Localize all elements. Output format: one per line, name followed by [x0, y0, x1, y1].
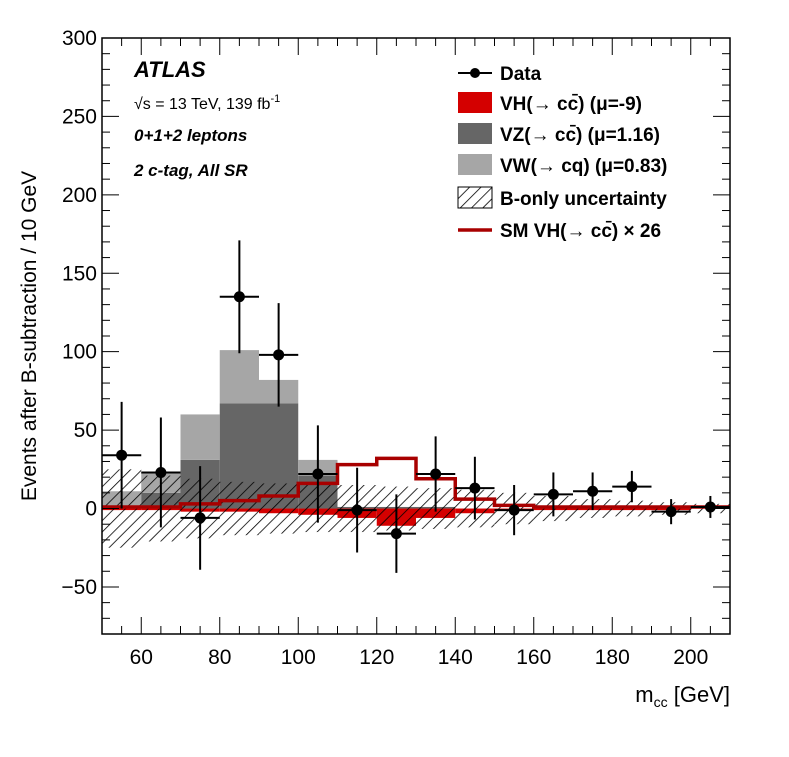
region-label: 2 c-tag, All SR	[133, 161, 248, 180]
legend-item-sm-vh: SM VH(→ cc̄) × 26	[458, 221, 661, 242]
data-point	[376, 494, 416, 573]
data-point	[533, 472, 573, 517]
data-marker	[233, 291, 245, 303]
uncertainty-bin	[259, 483, 299, 534]
data-marker	[194, 512, 206, 524]
y-tick-label: 100	[62, 341, 97, 364]
svg-text:Data: Data	[500, 64, 542, 85]
y-axis-label: Events after B-subtraction / 10 GeV	[18, 171, 41, 501]
x-tick-label: 200	[673, 646, 708, 669]
data-marker	[116, 449, 128, 461]
bar-vw	[180, 414, 220, 460]
data-marker	[312, 468, 324, 480]
data-marker	[704, 501, 716, 513]
data-marker	[351, 504, 363, 516]
data-point	[337, 467, 377, 553]
data-point	[651, 499, 691, 525]
x-tick-label: 160	[516, 646, 551, 669]
y-tick-label: 300	[62, 27, 97, 50]
data-marker	[155, 466, 167, 478]
data-marker	[273, 349, 285, 361]
channel-label: 0+1+2 leptons	[134, 126, 247, 145]
data-point	[219, 240, 259, 354]
data-points	[102, 240, 730, 573]
legend-item-uncertainty: B-only uncertainty	[457, 186, 667, 210]
data-point	[180, 466, 220, 570]
x-tick-label: 100	[281, 646, 316, 669]
data-marker	[430, 468, 442, 480]
legend-item-data: Data	[458, 64, 542, 85]
data-point	[612, 470, 652, 503]
data-marker	[626, 481, 638, 493]
sm-vh-histogram	[102, 456, 730, 509]
y-tick-label: 150	[62, 262, 97, 285]
data-point	[259, 303, 299, 407]
svg-text:SM VH(→ cc̄) × 26: SM VH(→ cc̄) × 26	[500, 221, 661, 242]
x-tick-label: 140	[438, 646, 473, 669]
data-point	[455, 456, 495, 520]
x-axis-label: mcc [GeV]	[635, 682, 730, 710]
legend-item-vh: VH(→ cc̄) (μ=-9)	[458, 92, 642, 115]
data-marker	[665, 506, 677, 518]
x-tick-label: 80	[208, 646, 231, 669]
uncertainty-bin	[219, 481, 259, 536]
legend-item-vw: VW(→ cq) (μ=0.83)	[458, 154, 667, 177]
energy-label: √s = 13 TeV, 139 fb-1	[134, 93, 280, 113]
data-point	[690, 495, 730, 518]
y-tick-label: 50	[74, 419, 97, 442]
svg-text:B-only uncertainty: B-only uncertainty	[500, 189, 667, 210]
data-point	[102, 401, 142, 509]
atlas-label: ATLAS	[133, 57, 206, 82]
y-tick-label: −50	[61, 576, 97, 599]
sm-vh-line	[102, 456, 730, 509]
y-tick-label: 250	[62, 105, 97, 128]
data-point	[141, 417, 181, 528]
data-point	[573, 472, 613, 511]
data-point	[494, 485, 534, 536]
data-marker	[390, 528, 402, 540]
x-tick-label: 120	[359, 646, 394, 669]
legend-item-vz: VZ(→ cc̄) (μ=1.16)	[458, 123, 660, 146]
x-tick-label: 60	[130, 646, 153, 669]
y-tick-label: 200	[62, 184, 97, 207]
svg-text:VH(→ cc̄) (μ=-9): VH(→ cc̄) (μ=-9)	[500, 94, 642, 115]
data-point	[298, 425, 338, 523]
bar-vw	[219, 350, 259, 404]
x-tick-label: 180	[595, 646, 630, 669]
data-marker	[469, 482, 481, 494]
data-marker	[508, 504, 520, 516]
legend: Data VH(→ cc̄) (μ=-9) VZ(→ cc̄) (μ=1.16)…	[457, 64, 667, 242]
svg-text:VW(→ cq) (μ=0.83): VW(→ cq) (μ=0.83)	[500, 156, 667, 177]
data-point	[416, 436, 456, 512]
data-marker	[547, 488, 559, 500]
svg-text:VZ(→ cc̄) (μ=1.16): VZ(→ cc̄) (μ=1.16)	[500, 125, 660, 146]
data-marker	[587, 485, 599, 497]
y-tick-label: 0	[85, 498, 97, 521]
axis-ticks: 60 80 100 120 140 160 180 200 −50 0 50 100 150 200 250…	[61, 27, 731, 669]
